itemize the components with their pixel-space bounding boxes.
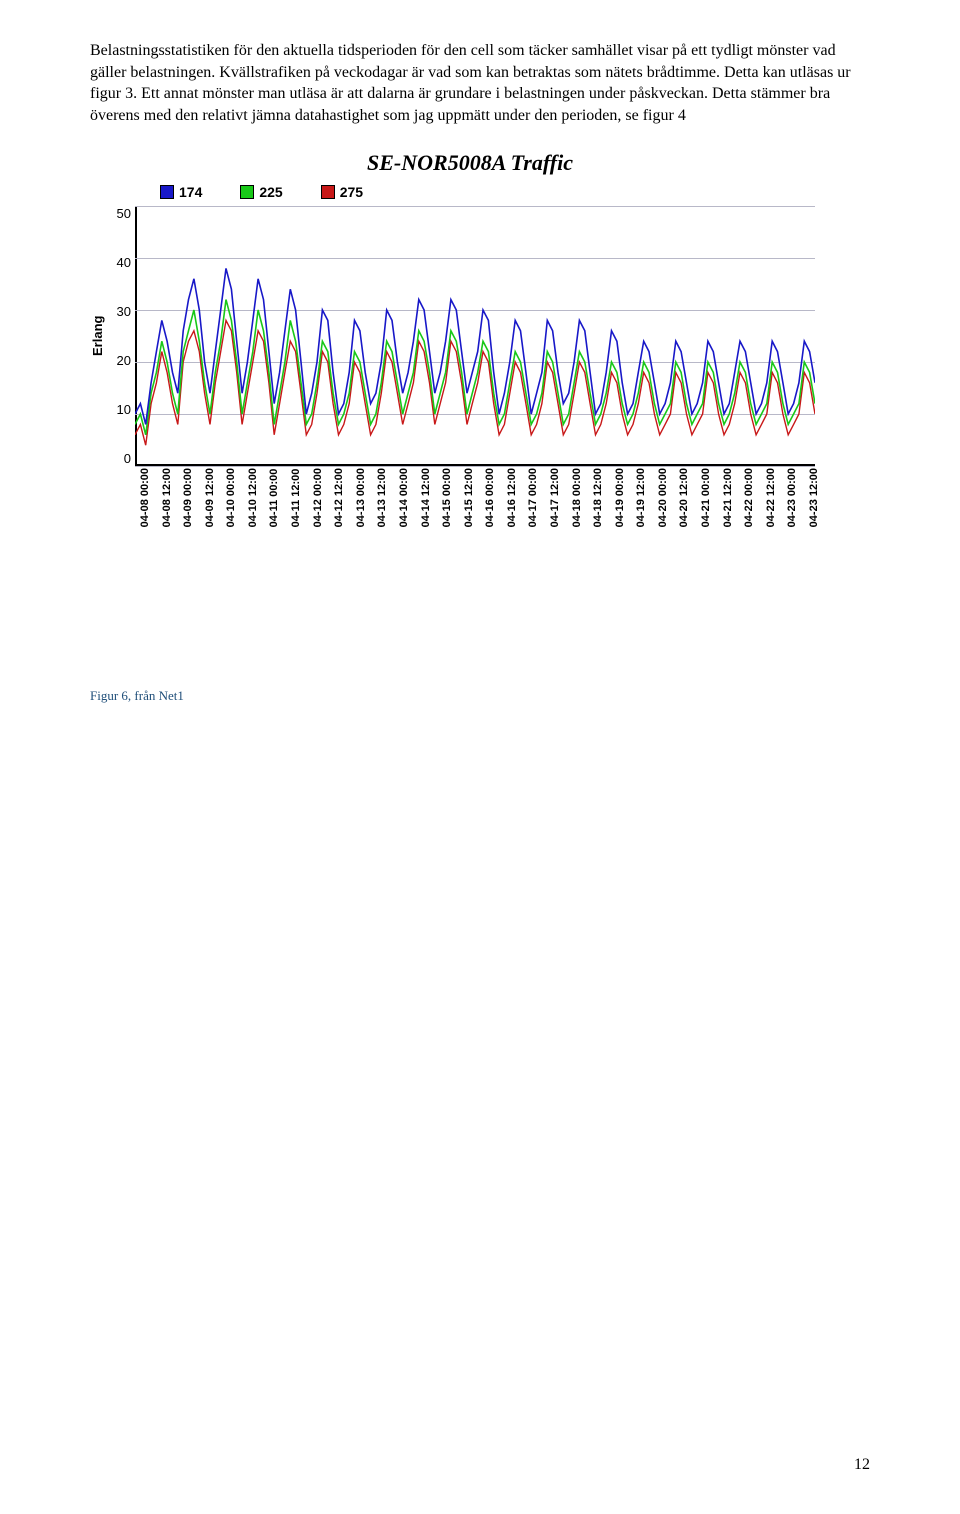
xtick: 04-21 00:00 xyxy=(701,468,712,527)
ytick: 20 xyxy=(109,353,131,368)
ytick: 40 xyxy=(109,255,131,270)
xtick: 04-08 00:00 xyxy=(140,468,151,527)
xtick: 04-09 12:00 xyxy=(205,468,216,527)
xtick: 04-12 00:00 xyxy=(313,468,324,527)
grid-line xyxy=(135,466,815,467)
xtick: 04-20 00:00 xyxy=(658,468,669,527)
page: Belastningsstatistiken för den aktuella … xyxy=(0,0,960,1514)
legend-swatch-174 xyxy=(160,185,174,199)
xtick: 04-12 12:00 xyxy=(334,468,345,527)
legend-swatch-225 xyxy=(240,185,254,199)
xtick: 04-15 12:00 xyxy=(464,468,475,527)
legend-item-174: 174 xyxy=(160,184,202,200)
plot-row: Erlang 50 40 30 20 10 0 xyxy=(90,206,850,466)
ytick: 0 xyxy=(109,451,131,466)
ytick: 50 xyxy=(109,206,131,221)
xtick: 04-18 00:00 xyxy=(572,468,583,527)
xtick: 04-21 12:00 xyxy=(723,468,734,527)
legend-label-275: 275 xyxy=(340,184,363,200)
xtick: 04-15 00:00 xyxy=(442,468,453,527)
xtick: 04-23 12:00 xyxy=(809,468,820,527)
xtick: 04-20 12:00 xyxy=(679,468,690,527)
y-axis-label: Erlang xyxy=(90,206,105,466)
series-line xyxy=(135,300,815,435)
ytick: 10 xyxy=(109,402,131,417)
xtick: 04-17 00:00 xyxy=(528,468,539,527)
xtick: 04-13 00:00 xyxy=(356,468,367,527)
xtick: 04-13 12:00 xyxy=(377,468,388,527)
chart-title: SE-NOR5008A Traffic xyxy=(90,150,850,176)
plot-area xyxy=(135,206,815,466)
xtick: 04-10 12:00 xyxy=(248,468,259,527)
legend-label-174: 174 xyxy=(179,184,202,200)
xtick: 04-08 12:00 xyxy=(162,468,173,527)
figure-caption: Figur 6, från Net1 xyxy=(90,688,870,704)
legend-label-225: 225 xyxy=(259,184,282,200)
page-number: 12 xyxy=(854,1456,870,1474)
xtick: 04-14 12:00 xyxy=(421,468,432,527)
ytick: 30 xyxy=(109,304,131,319)
xtick: 04-18 12:00 xyxy=(593,468,604,527)
xtick: 04-16 00:00 xyxy=(485,468,496,527)
xtick: 04-10 00:00 xyxy=(226,468,237,527)
traffic-chart: SE-NOR5008A Traffic 174 225 275 Erlang 5… xyxy=(90,150,850,527)
xtick: 04-19 00:00 xyxy=(615,468,626,527)
legend-item-225: 225 xyxy=(240,184,282,200)
y-axis-ticks: 50 40 30 20 10 0 xyxy=(109,206,135,466)
xtick: 04-11 12:00 xyxy=(291,468,302,527)
legend-item-275: 275 xyxy=(321,184,363,200)
xtick: 04-16 12:00 xyxy=(507,468,518,527)
series-svg xyxy=(135,206,815,466)
xtick: 04-22 12:00 xyxy=(766,468,777,527)
xtick: 04-11 00:00 xyxy=(269,468,280,527)
x-axis-ticks: 04-08 00:00 04-08 12:00 04-09 00:00 04-09 1… xyxy=(140,468,820,527)
xtick: 04-17 12:00 xyxy=(550,468,561,527)
xtick: 04-22 00:00 xyxy=(744,468,755,527)
xtick: 04-14 00:00 xyxy=(399,468,410,527)
xtick: 04-19 12:00 xyxy=(636,468,647,527)
legend-swatch-275 xyxy=(321,185,335,199)
chart-legend: 174 225 275 xyxy=(90,184,850,200)
series-line xyxy=(135,269,815,425)
xtick: 04-23 00:00 xyxy=(787,468,798,527)
xtick: 04-09 00:00 xyxy=(183,468,194,527)
body-paragraph: Belastningsstatistiken för den aktuella … xyxy=(90,40,870,126)
